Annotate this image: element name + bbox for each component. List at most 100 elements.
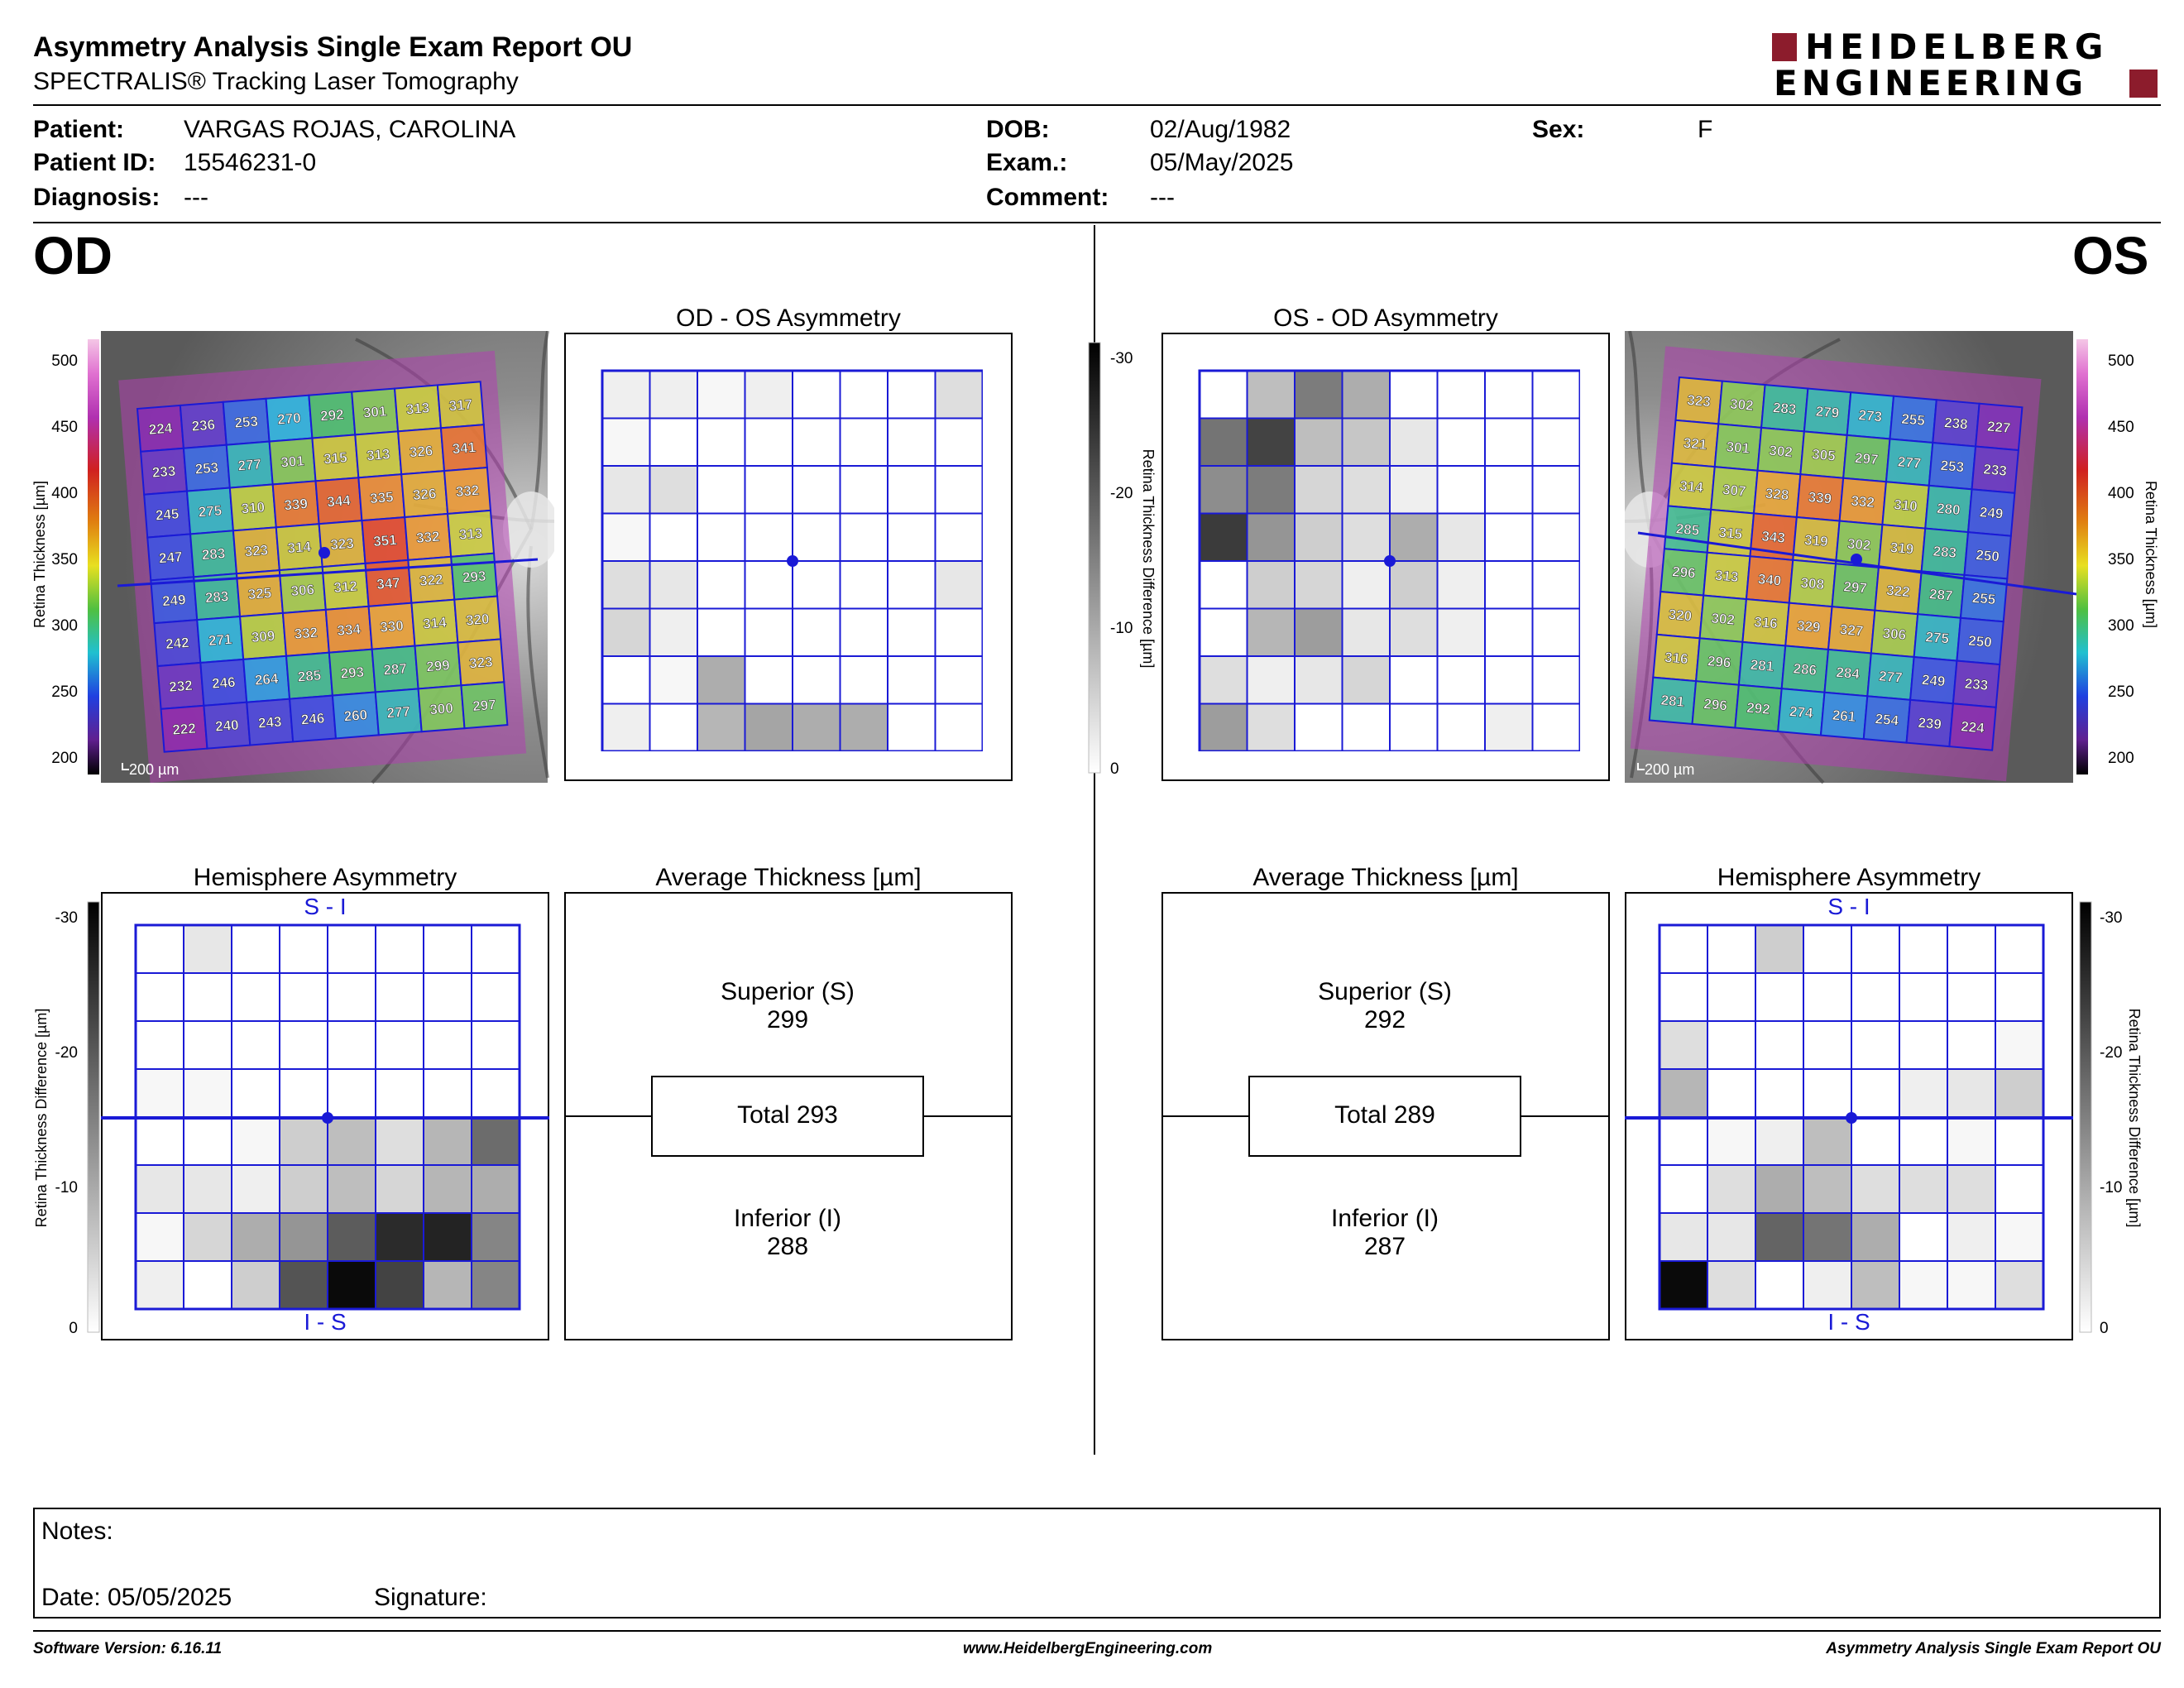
center-difference-colorbar: -30 -20 -10 0 Retina Thickness Difference [µ… — [1088, 342, 1157, 778]
hemisphere-os-cell — [1851, 1020, 1900, 1070]
hemisphere-os-cell — [1899, 924, 1948, 974]
os-od-asym-cell — [1199, 417, 1248, 467]
hemisphere-od-cell — [327, 1020, 376, 1070]
hemisphere-os-cell — [1707, 1260, 1756, 1310]
os-od-asym-cell — [1294, 655, 1343, 705]
os-fundus-panel: 323 302 283 279 273 255 238 227 321 301 302 305 297 2… — [1625, 331, 2159, 784]
hemisphere-od-cell — [135, 924, 184, 974]
report-subtitle: SPECTRALIS® Tracking Laser Tomography — [33, 68, 519, 95]
footer-website: www.HeidelbergEngineering.com — [963, 1640, 1213, 1657]
os-thickness-value: 284 — [1836, 664, 1861, 682]
od-thickness-value: 232 — [169, 678, 194, 695]
od-thickness-value: 240 — [215, 717, 240, 735]
hemisphere-os-cell — [1995, 1116, 2044, 1166]
os-thickness-value: 280 — [1936, 501, 1961, 518]
os-od-asymmetry-title: OS - OD Asymmetry — [1273, 305, 1498, 332]
hemisphere-od-cell — [135, 972, 184, 1022]
hemisphere-od-cell — [423, 1164, 472, 1214]
os-thickness-tick: 500 — [2108, 352, 2134, 370]
hemisphere-od-cell — [135, 1260, 184, 1310]
center-colorbar-title: Retina Thickness Difference [µm] — [1140, 449, 1157, 669]
od-os-asym-cell — [697, 370, 746, 420]
os-od-asym-cell — [1389, 370, 1439, 420]
od-thickness-value: 310 — [241, 499, 266, 516]
od-thickness-value: 243 — [257, 714, 282, 731]
od-os-asym-cell — [601, 417, 651, 467]
hemisphere-os-si-label: S - I — [1827, 894, 1870, 919]
od-os-asym-cell — [839, 370, 888, 420]
od-os-asymmetry-grid — [601, 369, 983, 751]
os-od-asym-cell — [1484, 655, 1534, 705]
od-thickness-value: 246 — [211, 674, 236, 692]
od-os-asym-cell — [839, 417, 888, 467]
hemisphere-os-cell — [1707, 1020, 1756, 1070]
hemisphere-os-cell — [1995, 1068, 2044, 1118]
od-os-asym-cell — [839, 512, 888, 562]
od-thickness-value: 323 — [330, 535, 355, 553]
left-colorbar-tick-label: -20 — [55, 1044, 78, 1062]
hemisphere-os-cell — [1851, 1164, 1900, 1214]
od-thickness-value: 292 — [319, 406, 344, 424]
os-thickness-value: 281 — [1660, 693, 1685, 710]
hemisphere-od-cell — [231, 1260, 280, 1310]
left-colorbar-tick-label: -10 — [55, 1179, 78, 1196]
hemisphere-os-cell — [1803, 1068, 1852, 1118]
os-od-asym-cell — [1294, 417, 1343, 467]
os-od-asym-cell — [1531, 655, 1580, 705]
od-thickness-value: 242 — [165, 635, 190, 652]
od-thickness-value: 293 — [462, 568, 486, 586]
hemisphere-od-cell — [471, 1260, 520, 1310]
os-od-asym-cell — [1246, 370, 1296, 420]
notes-box[interactable] — [33, 1508, 2161, 1618]
hemisphere-od-cell — [423, 1212, 472, 1262]
right-colorbar-title: Retina Thickness Difference [µm] — [2126, 1009, 2143, 1228]
dob-value: 02/Aug/1982 — [1150, 116, 1291, 143]
hemisphere-os-cell — [1755, 1212, 1804, 1262]
hemisphere-os-cell — [1803, 1020, 1852, 1070]
os-thickness-value: 292 — [1746, 700, 1771, 717]
hemisphere-od-cell — [471, 972, 520, 1022]
patient-id-label: Patient ID: — [33, 149, 156, 176]
os-thickness-value: 297 — [1854, 450, 1879, 468]
hemisphere-os-cell — [1899, 1020, 1948, 1070]
patient-name: VARGAS ROJAS, CAROLINA — [184, 116, 516, 143]
os-od-asym-cell — [1484, 703, 1534, 751]
os-od-asym-cell — [1246, 560, 1296, 610]
hemisphere-od-cell — [183, 1020, 232, 1070]
hemisphere-os-cell — [1899, 972, 1948, 1022]
od-thickness-value: 351 — [373, 532, 398, 549]
os-od-asym-cell — [1294, 607, 1343, 657]
os-thickness-value: 307 — [1722, 482, 1746, 499]
od-os-asym-cell — [792, 607, 841, 657]
hemisphere-od-cell — [327, 1068, 376, 1118]
os-thickness-axis-title: Retina Thickness [µm] — [2143, 481, 2159, 628]
os-thickness-value: 323 — [1687, 392, 1712, 410]
diagnosis-value: --- — [184, 184, 208, 211]
od-thickness-cell — [460, 681, 509, 730]
hemisphere-os-cell — [1995, 1212, 2044, 1262]
notes-label: Notes: — [41, 1518, 113, 1545]
os-thickness-value: 319 — [1889, 539, 1914, 557]
hemisphere-od-cell — [231, 1020, 280, 1070]
hemisphere-od-cell — [423, 1068, 472, 1118]
os-thickness-colorbar — [2076, 339, 2088, 774]
od-os-asym-cell — [744, 370, 793, 420]
od-os-asym-cell — [601, 607, 651, 657]
od-os-asym-cell — [887, 655, 936, 705]
hemisphere-od-cell — [327, 1116, 376, 1166]
hemisphere-od-cell — [375, 1116, 424, 1166]
os-od-asym-cell — [1341, 512, 1391, 562]
od-thickness-value: 271 — [208, 631, 232, 649]
os-od-asym-cell — [1484, 560, 1534, 610]
os-scale-bar-label: 200 µm — [1645, 761, 1694, 778]
od-os-asym-cell — [697, 703, 746, 751]
os-od-asym-cell — [1341, 370, 1391, 420]
os-thickness-value: 249 — [1979, 504, 2004, 521]
od-thickness-value: 326 — [412, 486, 437, 503]
os-od-asym-cell — [1199, 560, 1248, 610]
hemisphere-os-cell — [1851, 1068, 1900, 1118]
od-os-asym-cell — [887, 560, 936, 610]
hemisphere-os-cell — [1803, 1116, 1852, 1166]
os-od-asym-cell — [1341, 417, 1391, 467]
od-thickness-value: 313 — [366, 446, 390, 463]
